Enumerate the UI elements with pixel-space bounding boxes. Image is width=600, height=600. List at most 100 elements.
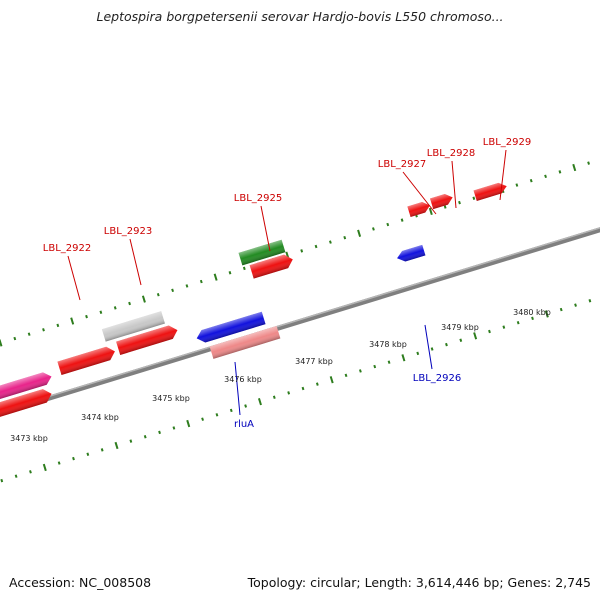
lower-scale-tick	[229, 408, 233, 413]
lower-scale-tick	[329, 376, 334, 384]
map-title: Leptospira borgpetersenii serovar Hardjo…	[96, 9, 504, 24]
green-feature-shade	[238, 239, 286, 266]
label-connectors	[67, 149, 507, 416]
red-feature	[407, 202, 431, 218]
red-feature-shade	[116, 325, 178, 355]
upper-scale-tick	[357, 229, 362, 237]
lower-scale-tick	[257, 398, 262, 406]
lower-scale-tick	[114, 441, 119, 450]
upper-scale-tick	[587, 161, 590, 165]
connector-line	[499, 149, 507, 201]
gene-label-lbl-2922[interactable]: LBL_2922	[43, 243, 91, 254]
blue-feature-shade	[397, 244, 426, 262]
lower-scale-tick	[574, 303, 577, 307]
scale-label-3473: 3473 kbp	[10, 434, 48, 443]
lower-scale-tick	[186, 419, 191, 428]
lower-scale-tick	[488, 329, 491, 334]
lower-scale-tick	[401, 354, 406, 362]
scale-label-3476: 3476 kbp	[224, 375, 262, 384]
lower-scale-tick	[373, 364, 377, 369]
gene-label-lbl-2929[interactable]: LBL_2929	[483, 137, 531, 148]
lower-scale-tick	[559, 307, 563, 312]
connector-line	[402, 171, 437, 215]
upper-scale-tick	[300, 249, 304, 253]
upper-scale-tick	[472, 196, 476, 200]
lower-scale-tick	[344, 373, 348, 378]
red-feature-shade	[430, 194, 453, 210]
scale-label-3475: 3475 kbp	[152, 394, 190, 403]
pink-feature-shade	[209, 325, 281, 359]
lower-scale-tick	[72, 456, 75, 461]
gene-label-lbl-2926[interactable]: LBL_2926	[413, 373, 461, 384]
upper-scale-tick	[113, 306, 117, 310]
upper-scale-tick	[515, 183, 519, 187]
upper-scale-tick	[156, 292, 160, 297]
grey-feature-shade	[101, 311, 165, 342]
lower-scale-tick	[301, 386, 305, 391]
upper-scale-tick	[185, 284, 189, 288]
lower-scale-tick	[516, 320, 520, 325]
upper-scale-tick	[372, 227, 375, 231]
red-feature-shade	[249, 254, 293, 279]
upper-scale-tick	[529, 178, 533, 183]
lower-scale-tick	[531, 316, 534, 321]
connector-line	[67, 255, 81, 301]
lower-scale-tick	[315, 382, 319, 386]
upper-scale-tick	[242, 266, 246, 271]
lower-scale-tick	[387, 360, 391, 364]
blue-feature	[196, 311, 266, 343]
lower-scale-tick	[459, 338, 463, 342]
gene-label-rlua[interactable]: rluA	[234, 419, 254, 430]
upper-scale-tick	[428, 207, 433, 216]
upper-scale-tick	[328, 240, 332, 244]
lower-scale-tick	[544, 310, 549, 318]
red-feature	[473, 182, 507, 201]
upper-scale-tick	[0, 339, 3, 347]
upper-scale-ticks	[0, 161, 590, 347]
upper-scale-tick	[458, 200, 461, 205]
lower-scale-tick	[502, 325, 506, 329]
topology-summary-text: Topology: circular; Length: 3,614,446 bp…	[247, 575, 591, 590]
lower-scale-tick	[57, 461, 61, 465]
upper-scale-tick	[400, 218, 404, 222]
lower-scale-tick	[287, 391, 291, 395]
gene-label-lbl-2927[interactable]: LBL_2927	[378, 159, 426, 170]
magenta-feature	[0, 372, 52, 430]
upper-scale-tick	[544, 174, 547, 179]
lower-scale-tick	[29, 470, 32, 474]
lower-scale-tick	[86, 452, 90, 456]
lower-scale-tick	[272, 395, 276, 399]
upper-scale-tick	[314, 244, 318, 249]
blue-feature	[397, 244, 426, 262]
green-feature	[238, 239, 286, 266]
lower-scale-tick	[158, 430, 161, 435]
lower-scale-tick	[201, 417, 204, 421]
scale-label-3480: 3480 kbp	[513, 308, 551, 317]
upper-scale-tick	[343, 235, 347, 240]
lower-scale-tick	[0, 478, 4, 483]
scale-label-3478: 3478 kbp	[369, 340, 407, 349]
gene-label-lbl-2928[interactable]: LBL_2928	[427, 148, 475, 159]
upper-scale-tick	[572, 163, 577, 172]
blue-feature-shade	[196, 311, 266, 343]
red-feature-shade	[0, 389, 52, 443]
connector-line	[129, 238, 142, 286]
gene-label-lbl-2925[interactable]: LBL_2925	[234, 193, 282, 204]
gene-label-lbl-2923[interactable]: LBL_2923	[104, 226, 152, 237]
red-feature-shade	[407, 202, 431, 218]
lower-scale-ticks	[0, 299, 592, 483]
gene-features	[0, 182, 507, 443]
connector-line	[424, 324, 433, 370]
accession-text: Accession: NC_008508	[9, 575, 152, 590]
upper-scale-tick	[128, 301, 131, 306]
lower-scale-tick	[430, 347, 434, 351]
lower-scale-tick	[215, 413, 219, 417]
lower-scale-tick	[143, 435, 147, 439]
connector-line	[234, 361, 241, 416]
red-feature	[249, 254, 293, 279]
upper-scale-tick	[42, 328, 45, 332]
lower-scale-tick	[445, 342, 448, 347]
upper-scale-tick	[443, 205, 447, 209]
upper-scale-tick	[558, 170, 562, 174]
